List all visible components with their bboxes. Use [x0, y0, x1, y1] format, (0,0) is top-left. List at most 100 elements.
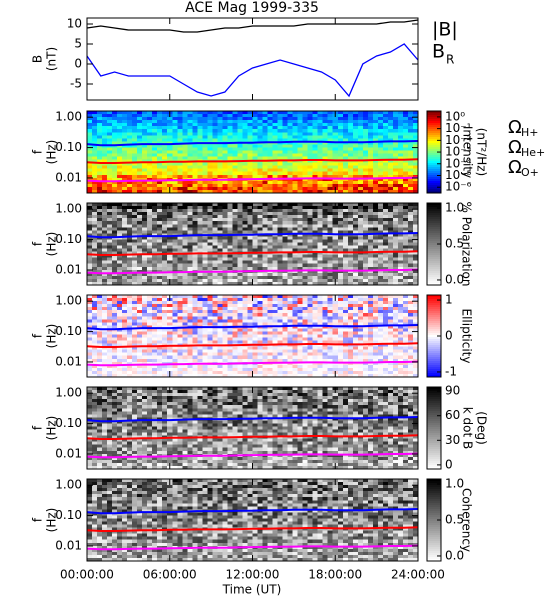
spectrogram-cell [137, 263, 143, 268]
spectrogram-cell [137, 212, 143, 216]
spectrogram-cell [352, 242, 359, 247]
spectrogram-cell [247, 171, 254, 176]
spectrogram-cell [407, 132, 414, 136]
spectrogram-cell [112, 239, 118, 244]
spectrogram-cell [362, 275, 369, 280]
spectrogram-cell [247, 334, 254, 339]
spectrogram-cell [322, 162, 329, 167]
spectrogram-cell [147, 248, 153, 253]
spectrogram-cell [307, 266, 314, 271]
spectrogram-cell [242, 221, 249, 225]
spectrogram-cell [222, 236, 229, 241]
spectrogram-cell [147, 236, 153, 241]
spectrogram-cell [387, 206, 394, 210]
spectrogram-cell [312, 156, 319, 161]
spectrogram-cell [222, 144, 229, 149]
spectrogram-cell [272, 224, 279, 228]
spectrogram-cell [312, 114, 319, 118]
spectrogram-cell [272, 111, 279, 115]
spectrogram-cell [257, 138, 264, 142]
spectrogram-cell [257, 275, 264, 280]
spectrogram-cell [292, 218, 299, 222]
spectrogram-cell [167, 117, 173, 121]
spectrogram-cell [107, 144, 113, 149]
spectrogram-cell [277, 126, 284, 130]
spectrogram-cell [297, 165, 304, 170]
spectrogram-cell [217, 162, 224, 167]
spectrogram-cell [117, 301, 123, 305]
spectrogram-cell [162, 206, 168, 210]
spectrogram-cell [117, 212, 123, 216]
spectrogram-cell [272, 186, 279, 191]
spectrogram-cell [282, 334, 289, 339]
spectrogram-cell [322, 168, 329, 173]
spectrogram-cell [317, 301, 324, 305]
spectrogram-cell [247, 156, 254, 161]
spectrogram-cell [242, 174, 249, 179]
spectrogram-cell [127, 159, 133, 164]
spectrogram-cell [107, 221, 113, 225]
spectrogram-cell [102, 334, 108, 339]
spectrogram-cell [372, 322, 379, 326]
spectrogram-cell [377, 141, 384, 146]
spectrogram-cell [307, 144, 314, 149]
spectrogram-cell [252, 135, 259, 139]
spectrogram-cell [227, 120, 234, 124]
spectrogram-cell [297, 313, 304, 317]
spectrogram-cell [347, 245, 354, 250]
spectrogram-cell [272, 120, 279, 124]
spectrogram-cell [247, 189, 254, 194]
spectrogram-cell [287, 203, 294, 207]
spectrogram-cell [257, 316, 264, 320]
spectrogram-cell [397, 153, 404, 158]
spectrogram-cell [162, 156, 168, 161]
spectrogram-cell [392, 209, 399, 213]
spectrogram-cell [87, 171, 93, 176]
spectrogram-cell [122, 218, 128, 222]
spectrogram-cell [197, 215, 203, 219]
spectrogram-cell [112, 233, 118, 238]
spectrogram-cell [397, 239, 404, 244]
spectrogram-cell [347, 263, 354, 268]
spectrogram-cell [107, 269, 113, 274]
spectrogram-cell [112, 301, 118, 305]
spectrogram-cell [287, 319, 294, 323]
spectrogram-cell [302, 147, 309, 152]
spectrogram-cell [157, 275, 163, 280]
spectrogram-cell [217, 319, 224, 323]
spectrogram-cell [167, 171, 173, 176]
spectrogram-cell [372, 129, 379, 133]
spectrogram-cell [127, 334, 133, 339]
spectrogram-cell [397, 135, 404, 139]
spectrogram-cell [317, 307, 324, 311]
spectrogram-cell [107, 242, 113, 247]
spectrogram-cell [207, 230, 213, 234]
spectrogram-cell [342, 135, 349, 139]
spectrogram-cell [97, 123, 103, 127]
colorbar-step [427, 233, 441, 236]
spectrogram-cell [162, 153, 168, 158]
spectrogram-cell [327, 147, 334, 152]
spectrogram-cell [247, 206, 254, 210]
spectrogram-cell [367, 206, 374, 210]
spectrogram-cell [347, 147, 354, 152]
spectrogram-cell [252, 126, 259, 130]
spectrogram-cell [297, 269, 304, 274]
line [86, 19, 419, 33]
spectrogram-cell [302, 135, 309, 139]
spectrogram-cell [162, 316, 168, 320]
spectrogram-cell [292, 328, 299, 333]
spectrogram-cell [227, 304, 234, 308]
spectrogram-cell [87, 278, 93, 283]
spectrogram-cell [317, 263, 324, 268]
spectrogram-cell [222, 123, 229, 127]
spectrogram-cell [307, 295, 314, 299]
spectrogram-cell [197, 266, 203, 271]
spectrogram-cell [392, 129, 399, 133]
spectrogram-cell [292, 212, 299, 216]
spectrogram-cell [357, 248, 364, 253]
spectrogram-cell [272, 183, 279, 188]
spectrogram-cell [207, 147, 213, 152]
spectrogram-cell [317, 162, 324, 167]
spectrogram-cell [182, 186, 188, 191]
